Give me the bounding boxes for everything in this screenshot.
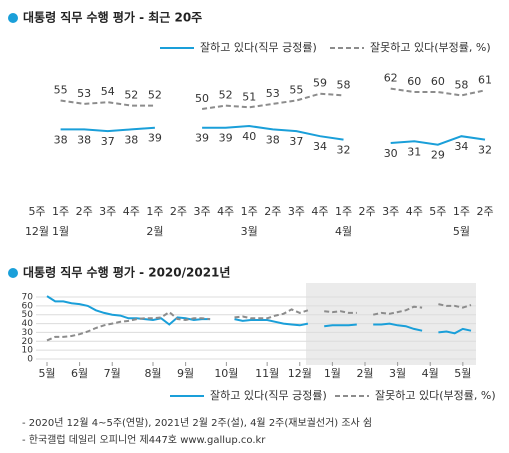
x-tick-label: 1주 — [241, 205, 258, 218]
x-tick-label: 11월 — [255, 367, 279, 380]
data-label: 38 — [266, 133, 280, 146]
data-label: 52 — [219, 89, 233, 102]
data-label: 58 — [454, 78, 468, 91]
data-label: 53 — [77, 87, 91, 100]
x-tick-label: 2주 — [264, 205, 281, 218]
x-tick-label: 1주 — [453, 205, 470, 218]
data-label: 55 — [289, 84, 303, 97]
x-tick-label: 3주 — [382, 205, 399, 218]
chart-title: 대통령 직무 수행 평가 - 최근 20주 — [23, 10, 202, 25]
footnote: - 2020년 12월 4~5주(연말), 2021년 2월 2주(설), 4월… — [22, 416, 372, 429]
data-label: 51 — [242, 90, 256, 103]
x-tick-label: 5주 — [28, 205, 45, 218]
data-label: 37 — [289, 135, 303, 148]
data-label: 34 — [454, 140, 468, 153]
y-tick-label: 50 — [22, 310, 34, 320]
data-label: 38 — [124, 133, 138, 146]
x-month-label: 3월 — [241, 225, 258, 238]
data-label: 52 — [148, 89, 162, 102]
x-tick-label: 4월 — [422, 367, 439, 380]
x-tick-label: 1주 — [52, 205, 69, 218]
y-tick-label: 0 — [27, 355, 33, 365]
x-tick-label: 9월 — [177, 367, 194, 380]
legend-label: 잘하고 있다(직무 긍정률) — [210, 388, 327, 402]
y-tick-label: 60 — [22, 301, 34, 311]
data-label: 53 — [266, 87, 280, 100]
x-tick-label: 1주 — [335, 205, 352, 218]
data-label: 29 — [431, 149, 445, 162]
x-tick-label: 3월 — [389, 367, 406, 380]
series-line — [60, 124, 486, 146]
x-tick-label: 5월 — [454, 367, 471, 380]
title-bullet — [8, 268, 18, 278]
x-tick-label: 2주 — [76, 205, 93, 218]
data-label: 38 — [54, 133, 68, 146]
legend-label: 잘못하고 있다(부정률, %) — [375, 388, 496, 402]
data-label: 30 — [384, 147, 398, 160]
data-label: 60 — [407, 75, 421, 88]
x-tick-label: 3주 — [193, 205, 210, 218]
x-tick-label: 4주 — [311, 205, 328, 218]
x-tick-label: 5주 — [429, 205, 446, 218]
chart-title: 대통령 직무 수행 평가 - 2020/2021년 — [23, 265, 230, 280]
x-tick-label: 2주 — [476, 205, 493, 218]
x-tick-label: 6월 — [71, 367, 88, 380]
data-label: 39 — [195, 132, 209, 145]
x-tick-label: 4주 — [217, 205, 234, 218]
x-tick-label: 3주 — [99, 205, 116, 218]
x-tick-label: 5월 — [38, 367, 55, 380]
data-label: 34 — [313, 140, 327, 153]
x-tick-label: 12월 — [288, 367, 312, 380]
x-month-label: 12월 — [25, 225, 49, 238]
data-label: 37 — [101, 135, 115, 148]
x-tick-label: 7월 — [104, 367, 121, 380]
x-tick-label: 2월 — [356, 367, 373, 380]
x-tick-label: 4주 — [406, 205, 423, 218]
x-tick-label: 2주 — [170, 205, 187, 218]
data-label: 62 — [384, 72, 398, 85]
footnote: - 한국갤럽 데일리 오피니언 제447호 www.gallup.co.kr — [22, 434, 266, 446]
data-label: 60 — [431, 75, 445, 88]
x-month-label: 1월 — [52, 225, 69, 238]
data-label: 54 — [101, 85, 115, 98]
data-label: 32 — [337, 144, 351, 157]
data-label: 32 — [478, 144, 492, 157]
x-tick-label: 1주 — [146, 205, 163, 218]
x-tick-label: 10월 — [214, 367, 238, 380]
x-tick-label: 4주 — [123, 205, 140, 218]
x-month-label: 2월 — [146, 225, 163, 238]
y-tick-label: 30 — [22, 328, 34, 338]
data-label: 31 — [407, 145, 421, 158]
x-month-label: 4월 — [335, 225, 352, 238]
x-tick-label: 1월 — [324, 367, 341, 380]
y-tick-label: 20 — [22, 337, 34, 347]
data-label: 61 — [478, 73, 492, 86]
y-tick-label: 10 — [22, 346, 34, 356]
data-label: 50 — [195, 92, 209, 105]
title-bullet — [8, 13, 18, 23]
y-tick-label: 40 — [22, 319, 34, 329]
data-label: 40 — [242, 130, 256, 143]
data-label: 52 — [124, 89, 138, 102]
x-month-label: 5월 — [453, 225, 470, 238]
legend-label: 잘못하고 있다(부정률, %) — [370, 40, 491, 54]
data-label: 59 — [313, 77, 327, 90]
data-label: 38 — [77, 133, 91, 146]
data-label: 39 — [148, 132, 162, 145]
y-tick-label: 70 — [22, 293, 34, 303]
x-tick-label: 8월 — [144, 367, 161, 380]
legend-label: 잘하고 있다(직무 긍정률) — [200, 40, 317, 54]
series-line — [46, 295, 472, 335]
x-tick-label: 3주 — [288, 205, 305, 218]
x-tick-label: 2주 — [359, 205, 376, 218]
data-label: 55 — [54, 84, 68, 97]
series-line — [46, 303, 472, 342]
data-label: 58 — [337, 78, 351, 91]
data-label: 39 — [219, 132, 233, 145]
